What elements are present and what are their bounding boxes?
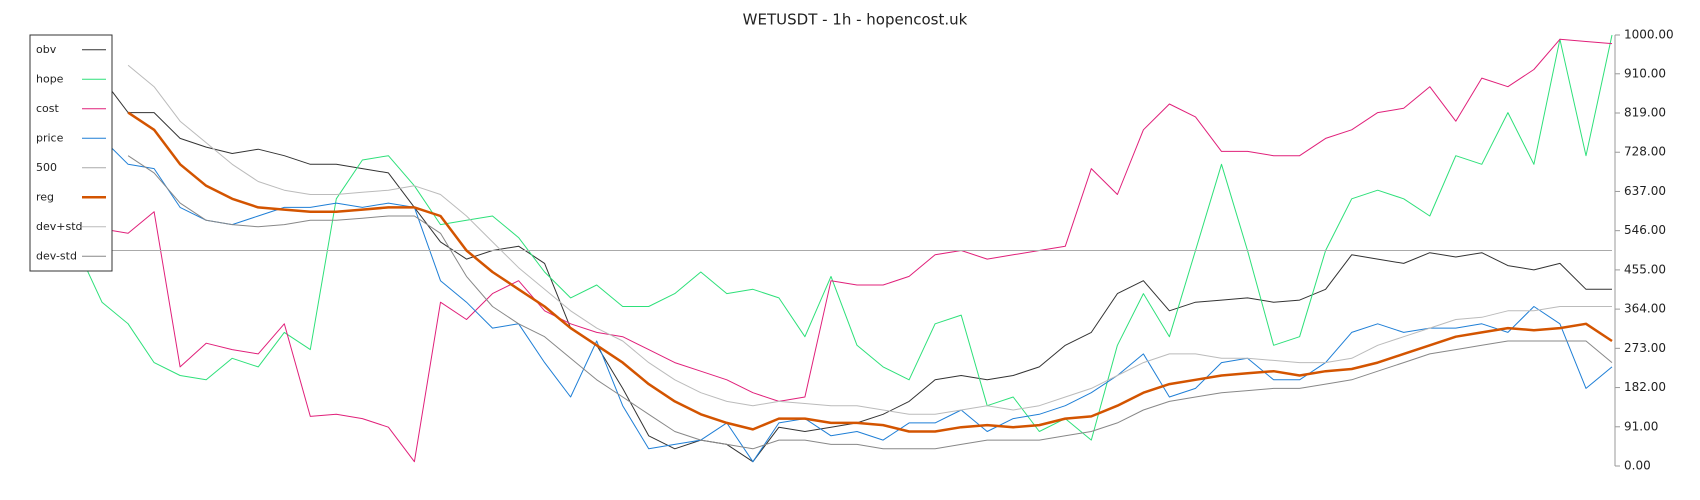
legend-label: price — [36, 131, 64, 144]
line-series — [127, 64, 1612, 415]
legend-label: hope — [36, 72, 64, 85]
line-series — [75, 34, 1613, 441]
y-tick-label: 182.00 — [1624, 380, 1666, 394]
legend-label: dev-std — [36, 249, 77, 262]
y-tick-label: 819.00 — [1624, 106, 1666, 120]
legend: obv hope cost price 500 reg dev+std dev-std — [29, 34, 113, 272]
legend-label: reg — [36, 190, 54, 203]
y-tick-label: 91.00 — [1624, 419, 1658, 433]
y-tick-label: 546.00 — [1624, 223, 1666, 237]
y-tick-label: 728.00 — [1624, 145, 1666, 159]
line-series — [75, 129, 1613, 463]
legend-label: obv — [36, 43, 57, 56]
legend-label: 500 — [36, 161, 57, 174]
y-tick-label: 364.00 — [1624, 302, 1666, 316]
plot-area — [75, 34, 1613, 463]
y-tick-label: 1000.00 — [1624, 28, 1674, 42]
y-tick-label: 0.00 — [1624, 459, 1651, 473]
chart-title: WETUSDT - 1h - hopencost.uk — [743, 11, 968, 29]
line-series — [75, 38, 1613, 463]
y-tick-label: 455.00 — [1624, 262, 1666, 276]
legend-box — [29, 34, 113, 272]
y-tick-label: 910.00 — [1624, 66, 1666, 80]
legend-label: cost — [36, 102, 60, 115]
y-tick-label: 637.00 — [1624, 184, 1666, 198]
line-series — [127, 111, 1613, 433]
line-series — [75, 64, 1612, 463]
legend-label: dev+std — [36, 220, 83, 233]
y-tick-label: 273.00 — [1624, 341, 1666, 355]
line-series — [127, 155, 1613, 450]
